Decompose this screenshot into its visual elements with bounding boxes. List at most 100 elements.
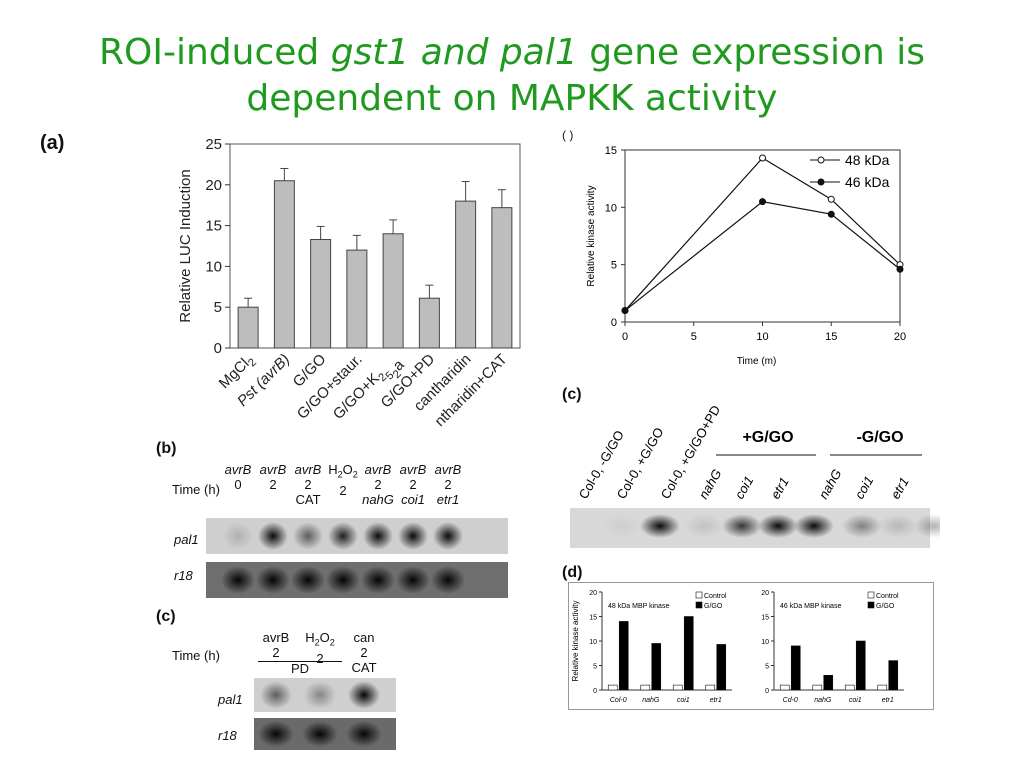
chart-title: 48 kDa MBP kinase: [608, 603, 669, 610]
y-axis-label: Relative kinase activity: [586, 185, 597, 286]
pal1-band: [328, 522, 358, 550]
legend-label: 46 kDa: [845, 174, 890, 190]
blot-band: [842, 514, 882, 538]
y-tick-label: 5: [765, 664, 769, 671]
x-tick-label: 20: [894, 331, 906, 343]
bar: [844, 684, 855, 691]
blot-c-time: 2: [272, 645, 280, 660]
y-tick-label: 25: [205, 136, 222, 153]
x-category-label: Cd-0: [783, 697, 798, 704]
pal1-band: [258, 522, 288, 550]
blot-b-treatment: avrB: [364, 462, 392, 477]
blot-b-time: 2: [269, 477, 277, 492]
pal1-band: [433, 522, 463, 550]
x-tick-label: 10: [756, 331, 768, 343]
bar: [310, 238, 332, 349]
blot-c-time: 2: [316, 650, 324, 666]
blot-b-column-header: avrB 2: [253, 462, 293, 492]
y-tick-label: 5: [593, 664, 597, 671]
plot-frame: [229, 143, 521, 349]
x-axis-label: Time (m): [737, 356, 777, 367]
blot-b-row-pal1: pal1: [174, 532, 199, 547]
blot-b-time: 2: [304, 477, 312, 492]
pal1-band: [293, 522, 323, 550]
blot-b-extra: etr1: [436, 492, 460, 507]
title-line1-italic: gst1 and pal1: [330, 32, 578, 73]
blot-band: [914, 514, 940, 538]
blot-c-bottom: Time (h) avrB 2 H2O2 2 can 2 CAT PD pal1 r18: [170, 628, 430, 752]
r18-band: [302, 721, 338, 747]
legend-swatch: [695, 591, 703, 599]
legend-label: Control: [704, 593, 727, 600]
blot-b-time: 0: [234, 477, 242, 492]
blot-c-column-header: can 2 CAT: [342, 630, 386, 675]
y-tick-label: 15: [205, 218, 222, 235]
blot-b-row-r18: r18: [174, 568, 193, 583]
y-tick-label: 15: [589, 615, 597, 622]
r18-band: [221, 566, 255, 594]
title-line2: dependent on MAPKK activity: [246, 78, 778, 119]
bar: [823, 675, 834, 691]
blot-band: [794, 514, 834, 538]
bar: [607, 684, 618, 691]
r18-band: [326, 566, 360, 594]
panel-d-frame: [568, 582, 934, 710]
bar: [716, 644, 727, 691]
bar: [382, 233, 404, 349]
bar: [779, 684, 790, 691]
blot-b-time: 2: [339, 482, 347, 498]
panel-label-a: (a): [40, 132, 65, 154]
blot-b-treatment: avrB: [224, 462, 252, 477]
bar: [640, 684, 651, 691]
blot-band: [878, 514, 918, 538]
blot-c-pd-bracket: [258, 661, 342, 662]
blot-b-time: 2: [409, 477, 417, 492]
pal1-band: [304, 681, 336, 709]
blot-b-treatment: avrB: [259, 462, 287, 477]
y-tick-label: 10: [605, 202, 617, 214]
blot-c-extra: CAT: [351, 660, 377, 675]
title-line1-pre: ROI-induced: [99, 32, 331, 73]
y-axis-label: Relative kinase activity: [571, 601, 580, 682]
panel-label-partial: ( ): [562, 128, 574, 142]
group-plus-label: +G/GO: [742, 429, 793, 446]
blot-band: [602, 514, 642, 538]
bar: [346, 249, 368, 349]
panel-label-c-top: (c): [562, 386, 582, 403]
bar: [888, 660, 899, 691]
bar: [877, 684, 888, 691]
y-tick-label: 0: [593, 688, 597, 695]
x-category-label: coi1: [849, 697, 862, 704]
y-tick-label: 5: [214, 299, 222, 316]
blot-b: Time (h) avrB 0 avrB 2 avrB 2 CAT H2O2 2 avrB 2 nah…: [170, 462, 510, 602]
blot-band: [722, 514, 762, 538]
y-tick-label: 0: [214, 340, 222, 357]
y-tick-label: 0: [611, 317, 617, 329]
blot-b-column-header: avrB 2 coi1: [393, 462, 433, 507]
y-tick-label: 15: [761, 615, 769, 622]
blot-b-column-header: avrB 2 CAT: [288, 462, 328, 507]
bar: [418, 297, 440, 349]
x-category-label: etr1: [710, 697, 722, 704]
x-category-label: nahG: [814, 697, 832, 704]
bar: [790, 645, 801, 691]
blot-b-time: 2: [374, 477, 382, 492]
blot-b-column-header: avrB 2 nahG: [358, 462, 398, 507]
blot-c-column-header: avrB 2: [254, 630, 298, 660]
y-tick-label: 15: [605, 145, 617, 157]
pal1-band: [398, 522, 428, 550]
r18-band: [361, 566, 395, 594]
blot-b-treatment: avrB: [294, 462, 322, 477]
x-category-label: nahG: [642, 697, 660, 704]
y-tick-label: 10: [761, 639, 769, 646]
panel-label-c-bottom: (c): [156, 608, 176, 625]
bar: [455, 200, 477, 349]
blot-lane-label: coi1: [852, 473, 877, 501]
mbp-kinase-48-chart: 0 5 10 15 20 Relative kinase activity 48 kDa M…: [571, 590, 732, 704]
pal1-band: [223, 522, 253, 550]
x-category-label: coi1: [677, 697, 690, 704]
slide-title: ROI-induced gst1 and pal1 gene expressio…: [0, 30, 1024, 122]
bar: [651, 643, 662, 691]
